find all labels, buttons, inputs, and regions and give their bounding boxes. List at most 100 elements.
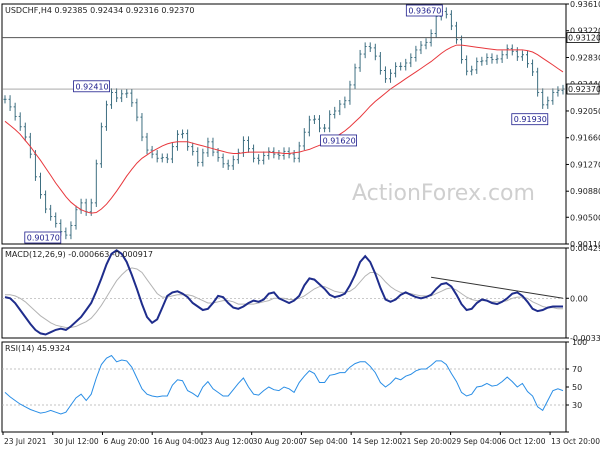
price-bar [221, 153, 225, 168]
price-bar [64, 227, 68, 240]
price-bar [115, 88, 119, 103]
price-bar [104, 100, 108, 131]
symbol-title: USDCHF,H4 0.92385 0.92434 0.92316 0.9237… [5, 6, 194, 15]
price-bar [312, 115, 316, 124]
price-bar [424, 38, 428, 50]
price-bar [140, 113, 144, 142]
x-tick-label: 6 Aug 20:00 [103, 437, 149, 446]
price-bar [490, 53, 494, 64]
price-bar [465, 55, 469, 76]
x-tick-label: 23 Aug 12:00 [203, 437, 254, 446]
price-bar [353, 63, 357, 90]
price-bar [165, 153, 169, 164]
panel-frame-1 [1, 247, 567, 339]
price-bar [378, 52, 382, 75]
price-bar [328, 110, 332, 133]
moving-average-line [4, 44, 564, 214]
price-bar [23, 122, 27, 142]
price-bar [69, 221, 73, 240]
annotation-box [511, 113, 549, 126]
price-bar [444, 7, 448, 19]
price-bar [302, 128, 306, 151]
price-bar [475, 57, 479, 74]
price-bar [358, 49, 362, 72]
y-tick-label: 70 [572, 365, 582, 374]
annotation-box [405, 4, 443, 17]
annotation-label: 0.91620 [323, 136, 356, 145]
price-bar [28, 132, 32, 159]
price-bar [525, 50, 529, 68]
price-bar [13, 102, 17, 121]
price-bar [145, 132, 149, 155]
price-bar [546, 96, 550, 109]
price-bar [3, 95, 7, 104]
price-bar [531, 59, 535, 76]
price-bar [155, 150, 159, 163]
annotation-box [320, 134, 357, 147]
price-bar [556, 86, 560, 97]
price-bar [211, 137, 215, 157]
y-tick-label: 0.90500 [570, 213, 600, 222]
price-bar [323, 124, 327, 133]
x-tick-label: 30 Jul 12:00 [54, 437, 99, 446]
price-bar [495, 54, 499, 64]
price-bar [404, 58, 408, 71]
resistance-label: 0.93120 [568, 34, 600, 43]
price-bar [49, 204, 53, 221]
x-tick-label: 14 Sep 12:00 [352, 437, 402, 446]
price-bar [485, 53, 489, 66]
x-tick-label: 29 Sep 04:00 [452, 437, 502, 446]
price-bar [262, 151, 266, 165]
x-tick-label: 16 Aug 04:00 [153, 437, 204, 446]
macd-signal-line [5, 267, 563, 328]
price-bar [277, 150, 281, 160]
price-bar [201, 148, 205, 167]
price-bar [99, 122, 103, 168]
price-bar [338, 100, 342, 116]
price-bar [231, 155, 235, 170]
price-bar [449, 10, 453, 31]
price-bar [18, 112, 22, 131]
price-bar [368, 42, 372, 52]
price-bar [44, 190, 48, 214]
y-tick-label: 0.93610 [570, 0, 600, 9]
price-bar [373, 43, 377, 61]
price-bar [267, 147, 271, 160]
y-tick-label: 100 [572, 338, 587, 347]
y-tick-label: 30 [572, 401, 582, 410]
price-bar [191, 142, 195, 156]
y-tick-label: 0.93220 [570, 27, 600, 36]
price-bar [8, 95, 12, 111]
annotation-box [24, 231, 62, 244]
last-price-label-box [566, 83, 600, 95]
y-tick-label: 0.004299 [570, 244, 600, 253]
macd-label: MACD(12,26,9) -0.000663 -0.000917 [5, 250, 153, 259]
price-bar [520, 50, 524, 61]
annotation-label: 0.92410 [76, 82, 109, 91]
price-bar [536, 67, 540, 97]
price-bar [318, 115, 322, 133]
price-bar [480, 56, 484, 66]
price-bar [94, 159, 98, 207]
x-tick-label: 6 Oct 12:00 [501, 437, 545, 446]
annotation-label: 0.93670 [408, 7, 441, 16]
price-bar [343, 96, 347, 109]
macd-trendline [431, 276, 564, 299]
annotation-label: 0.91930 [514, 115, 547, 124]
price-bar [419, 41, 423, 55]
y-tick-label: 0.00 [570, 294, 588, 303]
y-tick-label: 0.91660 [570, 134, 600, 143]
price-bar [130, 89, 134, 107]
price-bar [196, 147, 200, 167]
price-bar [292, 150, 296, 163]
resistance-label-box [566, 32, 600, 43]
x-tick-label: 21 Sep 20:00 [402, 437, 452, 446]
price-bar [470, 65, 474, 76]
y-tick-label: -0.003396 [570, 334, 600, 343]
price-bar [500, 50, 504, 63]
price-bar [541, 88, 545, 109]
price-bar [551, 88, 555, 105]
price-bar [150, 145, 154, 159]
price-bar [363, 42, 367, 59]
